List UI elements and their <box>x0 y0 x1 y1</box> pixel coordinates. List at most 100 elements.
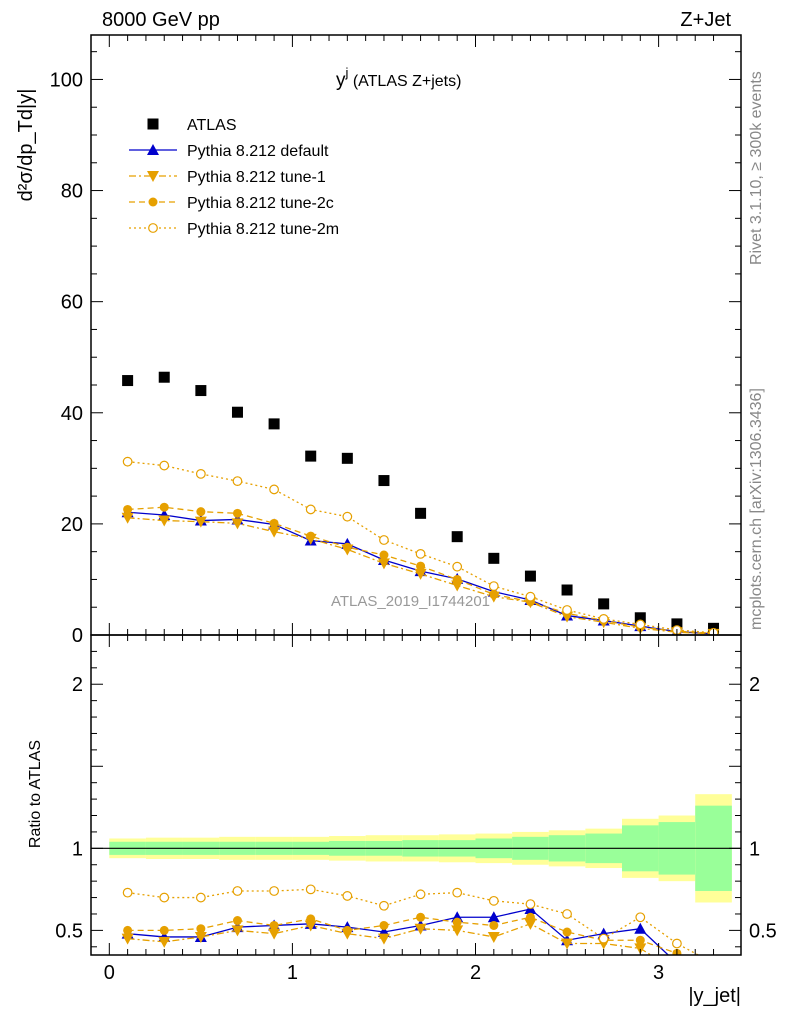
y-tick-label: 0 <box>72 625 83 647</box>
ratio-series-pythia-8-212-tune-2m <box>122 884 700 955</box>
data-point <box>525 912 535 922</box>
legend: ATLAS Pythia 8.212 default Pythia 8.212 tu… <box>129 117 339 238</box>
data-point <box>342 542 352 552</box>
data-point <box>708 974 720 985</box>
legend-marker <box>147 118 159 130</box>
mcplots-label: mcplots.cern.ch [arXiv:1306.3436] <box>748 388 765 630</box>
data-point <box>452 561 463 572</box>
data-point <box>231 925 244 937</box>
legend-marker <box>147 144 159 155</box>
data-point <box>452 574 462 584</box>
data-point <box>341 452 353 464</box>
header-energy-label: 8000 GeV pp <box>102 9 220 31</box>
ratio-panel-frame <box>90 634 742 956</box>
data-point <box>451 531 463 543</box>
data-point <box>269 920 279 930</box>
data-point <box>306 914 316 924</box>
x-tick-label: 0 <box>104 962 115 984</box>
data-point <box>671 618 683 630</box>
data-point <box>268 526 281 538</box>
data-point <box>305 450 317 462</box>
legend-entry: Pythia 8.212 default <box>129 143 329 160</box>
data-point <box>342 891 353 901</box>
plot-title-sup: j <box>345 65 349 80</box>
legend-label: Pythia 8.212 default <box>187 143 329 160</box>
data-point <box>158 936 171 948</box>
data-point <box>487 931 500 943</box>
data-point <box>159 925 169 935</box>
ratio-y-tick-label-right: 0.5 <box>749 920 777 942</box>
legend-label: ATLAS <box>187 117 237 134</box>
legend-marker <box>147 171 159 182</box>
data-point <box>489 920 499 930</box>
data-point <box>451 925 464 937</box>
data-point <box>268 928 281 940</box>
data-point <box>196 507 206 517</box>
y-tick-label: 100 <box>50 69 83 91</box>
mc-uncertainty-band <box>91 794 741 903</box>
legend-entry: Pythia 8.212 tune-2c <box>129 195 334 212</box>
data-point <box>306 531 316 541</box>
data-point <box>561 938 574 950</box>
legend-label: Pythia 8.212 tune-2c <box>187 195 334 212</box>
data-point <box>562 909 572 919</box>
data-point <box>415 889 426 900</box>
data-point <box>232 476 243 487</box>
data-point <box>123 925 133 935</box>
data-point <box>379 920 389 930</box>
data-point <box>451 580 464 592</box>
data-point <box>195 468 206 479</box>
data-point <box>158 515 171 527</box>
data-point <box>562 927 572 937</box>
data-point <box>452 887 463 898</box>
data-point <box>159 502 169 512</box>
ratio-y-tick-label-right: 1 <box>749 838 760 860</box>
ratio-y-tick-label: 0.5 <box>55 920 83 942</box>
data-point <box>269 886 279 896</box>
data-point <box>231 518 244 530</box>
data-point <box>416 912 426 922</box>
data-point <box>671 957 683 968</box>
data-point <box>269 484 279 495</box>
ratio-panel-plot <box>121 884 720 985</box>
data-point <box>414 923 427 935</box>
data-point <box>377 558 390 570</box>
data-point <box>671 966 683 977</box>
data-point <box>452 917 462 927</box>
ratio-y-tick-label: 1 <box>72 838 83 860</box>
data-point <box>231 406 243 418</box>
data-point <box>232 508 242 518</box>
data-point <box>414 568 427 580</box>
data-point <box>635 935 645 945</box>
data-point <box>672 938 682 949</box>
data-point <box>342 925 352 935</box>
data-point <box>232 886 243 896</box>
data-point <box>377 933 390 945</box>
data-point <box>598 613 609 624</box>
data-point <box>634 612 646 624</box>
data-point <box>561 584 573 596</box>
x-tick-label: 3 <box>653 962 664 984</box>
data-point <box>488 895 499 906</box>
data-point <box>305 884 316 895</box>
x-tick-label: 1 <box>287 962 298 984</box>
data-point <box>634 943 647 955</box>
data-point <box>488 552 500 564</box>
data-point <box>194 516 207 528</box>
data-point <box>269 518 279 528</box>
main-y-axis-label: d²σ/dp_Td|y| <box>15 89 37 202</box>
rivet-label: Rivet 3.1.10, ≥ 300k events <box>748 71 765 265</box>
data-point <box>158 371 170 383</box>
x-axis-label: |y_jet| <box>688 985 741 1007</box>
data-point <box>635 912 646 923</box>
data-point <box>122 887 133 898</box>
data-point <box>415 548 426 559</box>
main-series-atlas <box>122 371 720 634</box>
data-point <box>195 385 207 397</box>
data-point <box>488 581 499 592</box>
data-point <box>268 418 280 430</box>
plot-title: yj (ATLAS Z+jets) <box>336 65 461 91</box>
data-point <box>525 591 536 602</box>
y-tick-label: 20 <box>61 514 83 536</box>
